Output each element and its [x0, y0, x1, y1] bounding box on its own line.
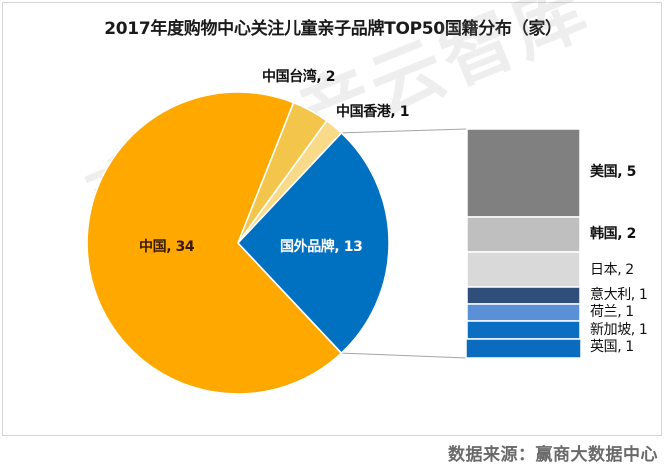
label-usa: 美国, 5: [590, 164, 636, 180]
bar-segment-korea[interactable]: [466, 216, 581, 253]
pie-slice-china[interactable]: [86, 91, 343, 395]
data-source: 数据来源：赢商大数据中心: [448, 445, 658, 465]
label-hongkong: 中国香港, 1: [336, 104, 410, 120]
label-china: 中国, 34: [139, 239, 195, 255]
bar-segment-usa[interactable]: [466, 128, 581, 218]
label-netherlands: 荷兰, 1: [590, 304, 634, 320]
chart-title: 2017年度购物中心关注儿童亲子品牌TOP50国籍分布（家）: [104, 19, 562, 39]
bar-segment-uk[interactable]: [465, 338, 582, 359]
bar-segment-singapore[interactable]: [466, 320, 581, 340]
label-foreign: 国外品牌, 13: [280, 239, 363, 255]
connector-line-bottom: [341, 352, 468, 359]
bar-segment-japan[interactable]: [466, 251, 581, 288]
label-japan: 日本, 2: [590, 262, 634, 278]
label-singapore: 新加坡, 1: [590, 322, 648, 338]
bar-segment-italy[interactable]: [466, 286, 581, 305]
bar-segment-netherlands[interactable]: [466, 303, 581, 322]
connector-line-top: [341, 128, 468, 134]
label-korea: 韩国, 2: [590, 226, 636, 242]
label-taiwan: 中国台湾, 2: [262, 69, 336, 85]
label-italy: 意大利, 1: [590, 287, 648, 303]
label-uk: 英国, 1: [590, 339, 634, 355]
pie-slice-foreign[interactable]: [237, 132, 390, 354]
